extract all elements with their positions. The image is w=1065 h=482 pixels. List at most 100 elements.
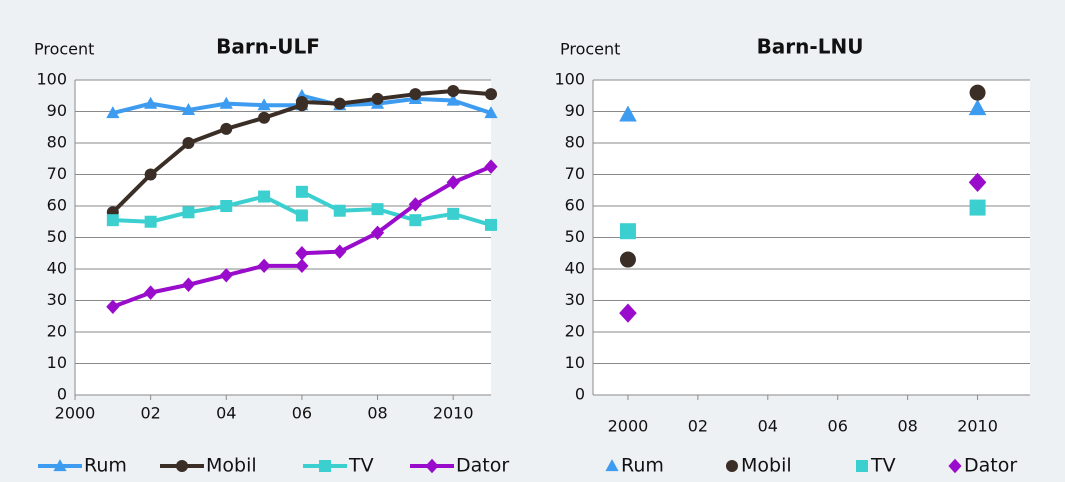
marker — [257, 98, 271, 111]
x-tick-label: 08 — [897, 417, 917, 436]
marker — [295, 96, 308, 109]
y-tick-label: 100 — [554, 70, 585, 89]
marker — [220, 122, 233, 135]
marker — [257, 258, 271, 274]
marker — [619, 251, 636, 268]
marker — [969, 84, 986, 101]
y-tick-label: 70 — [565, 164, 585, 183]
marker — [219, 268, 233, 283]
y-tick-label: 0 — [57, 385, 67, 404]
marker — [969, 199, 986, 216]
y-tick-label: 60 — [47, 196, 67, 215]
y-tick-label: 10 — [565, 353, 585, 372]
x-tick-label: 2010 — [957, 417, 998, 436]
legend-marker — [319, 460, 331, 472]
legend-label: TV — [870, 455, 896, 477]
marker — [447, 207, 460, 220]
marker — [144, 96, 158, 109]
y-tick-label: 30 — [47, 290, 67, 309]
legend-marker — [856, 460, 868, 472]
marker — [968, 99, 987, 116]
x-tick-label: 04 — [216, 404, 236, 423]
y-tick-label: 90 — [47, 101, 67, 120]
legend-label: Rum — [621, 455, 664, 477]
y-tick-label: 90 — [565, 101, 585, 120]
x-tick-label: 04 — [758, 417, 778, 436]
marker — [295, 246, 309, 261]
legend-label: Mobil — [206, 455, 257, 477]
x-tick-label: 2000 — [55, 404, 96, 423]
y-axis-label: Procent — [34, 40, 94, 59]
y-tick-label: 100 — [36, 70, 67, 89]
y-tick-label: 50 — [565, 227, 585, 246]
marker — [619, 223, 636, 240]
y-tick-label: 20 — [47, 322, 67, 341]
marker — [619, 303, 637, 323]
marker — [333, 97, 346, 110]
marker — [295, 258, 309, 274]
series-line — [111, 89, 492, 214]
marker — [409, 88, 422, 101]
x-tick-label: 2000 — [608, 417, 649, 436]
marker — [182, 206, 195, 219]
marker — [333, 204, 346, 217]
legend-marker — [53, 459, 67, 472]
marker — [485, 218, 497, 231]
y-tick-label: 80 — [47, 133, 67, 152]
marker — [484, 106, 498, 119]
marker — [447, 85, 460, 98]
y-tick-label: 50 — [47, 227, 67, 246]
legend-marker — [425, 458, 439, 474]
legend-label: Rum — [84, 455, 127, 477]
marker — [485, 88, 497, 101]
marker — [181, 277, 196, 292]
y-tick-label: 60 — [565, 196, 585, 215]
legend-marker — [948, 458, 962, 474]
x-tick-label: 08 — [367, 404, 387, 423]
marker — [258, 190, 271, 203]
marker — [295, 185, 308, 198]
marker — [408, 197, 422, 212]
legend-marker — [605, 459, 619, 472]
y-tick-label: 40 — [565, 259, 585, 278]
x-tick-label: 06 — [828, 417, 848, 436]
marker — [106, 106, 120, 119]
marker — [370, 225, 385, 240]
x-tick-label: 02 — [140, 404, 160, 423]
y-tick-label: 40 — [47, 259, 67, 278]
marker — [371, 92, 384, 105]
legend-label: Dator — [964, 455, 1017, 477]
legend-label: Dator — [456, 455, 509, 477]
marker — [295, 209, 308, 222]
series-line — [112, 190, 492, 227]
legend-label: Mobil — [741, 455, 792, 477]
marker — [144, 285, 158, 300]
marker — [144, 168, 157, 181]
marker — [619, 105, 637, 122]
x-tick-label: 06 — [292, 404, 312, 423]
marker — [409, 214, 422, 227]
y-axis-label: Procent — [560, 40, 620, 59]
y-tick-label: 10 — [47, 353, 67, 372]
marker — [968, 172, 987, 192]
y-tick-label: 70 — [47, 164, 67, 183]
legend-marker — [176, 460, 188, 472]
legend-label: TV — [348, 455, 374, 477]
y-tick-label: 80 — [565, 133, 585, 152]
marker — [446, 93, 460, 106]
marker — [258, 111, 271, 124]
legend-marker — [726, 460, 738, 472]
marker — [144, 215, 157, 228]
marker — [220, 200, 233, 212]
marker — [333, 244, 347, 259]
x-tick-label: 2010 — [433, 404, 474, 423]
y-tick-label: 20 — [565, 322, 585, 341]
marker — [106, 214, 119, 227]
x-tick-label: 02 — [688, 417, 708, 436]
chart-title: Barn-ULF — [216, 35, 320, 59]
chart-title: Barn-LNU — [757, 35, 864, 59]
marker — [446, 175, 460, 190]
marker — [182, 137, 195, 149]
